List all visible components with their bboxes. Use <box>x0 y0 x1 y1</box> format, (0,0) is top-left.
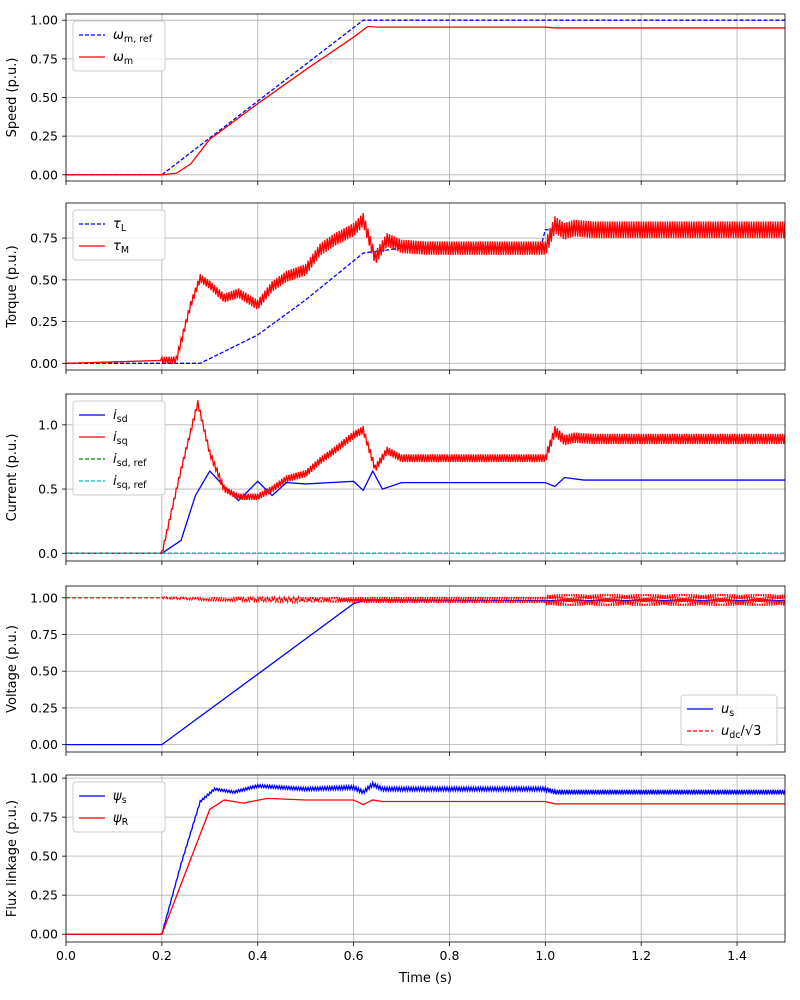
legend-box <box>72 781 166 833</box>
panel-4: 0.00 0.25 0.50 0.75 1.00 Voltage (p.u.) us udc/… <box>5 585 786 756</box>
legend-label: τM <box>113 239 129 256</box>
y-tick-label: 0.75 <box>30 51 58 66</box>
y-tick-label: 1.00 <box>30 13 58 28</box>
y-tick-label: 0.25 <box>30 888 58 903</box>
y-tick-label: 0.50 <box>30 272 58 287</box>
legend-label: isd, ref <box>113 452 147 469</box>
legend-label: ψR <box>113 811 129 828</box>
y-axis-label: Speed (p.u.) <box>5 58 20 138</box>
x-tick-label: 0.0 <box>56 948 76 963</box>
y-tick-label: 1.00 <box>30 590 58 605</box>
plot-frame <box>65 393 786 562</box>
series-line-u_s <box>66 600 785 746</box>
x-tick-label: 0.8 <box>440 948 460 963</box>
series-line-ψ_s <box>66 779 785 935</box>
panel-5: 0.00 0.25 0.50 0.75 1.00 0.0 0.2 0.4 0.6 0.8 1.0 1.… <box>5 771 786 986</box>
series-line-ω_m,ref <box>66 19 785 176</box>
y-tick-label: 0.00 <box>30 356 58 371</box>
series-line-τ_L <box>66 229 785 364</box>
x-tick-label: 1.2 <box>631 948 651 963</box>
y-tick-label: 0.75 <box>30 231 58 246</box>
y-tick-label: 0.50 <box>30 849 58 864</box>
legend: τL τM <box>72 209 166 261</box>
panel-3: 0.0 0.5 1.0 Current (p.u.) isd isq isd, ref isq… <box>5 393 786 565</box>
y-tick-label: 0.5 <box>38 482 58 497</box>
x-tick-label: 0.2 <box>152 948 172 963</box>
y-tick-label: 0.00 <box>30 737 58 752</box>
y-axis-label: Current (p.u.) <box>5 434 20 522</box>
y-tick-label: 0.50 <box>30 664 58 679</box>
x-axis-label: Time (s) <box>398 971 452 986</box>
legend-label: isd <box>113 408 128 425</box>
y-tick-label: 0.25 <box>30 314 58 329</box>
legend: isd isq isd, ref isq, ref <box>72 400 166 496</box>
plot-frame <box>65 202 786 371</box>
y-tick-label: 0.25 <box>30 129 58 144</box>
y-tick-label: 0.25 <box>30 700 58 715</box>
plot-frame <box>65 585 786 753</box>
y-tick-label: 0.75 <box>30 810 58 825</box>
x-tick-label: 1.4 <box>727 948 747 963</box>
series-line-u_dc/√3 <box>66 594 785 606</box>
x-tick-label: 0.4 <box>248 948 268 963</box>
series-line-ω_m <box>66 25 785 176</box>
x-tick-label: 0.6 <box>344 948 364 963</box>
y-tick-label: 1.0 <box>38 417 58 432</box>
series-line-ψ_R <box>66 797 785 935</box>
legend-label: isq, ref <box>113 474 147 491</box>
legend-label: ψs <box>113 789 127 806</box>
y-axis-label: Voltage (p.u.) <box>5 625 20 713</box>
series-line-i_sq <box>66 400 785 554</box>
legend: ωm, ref ωm <box>72 20 166 72</box>
y-tick-label: 0.0 <box>38 546 58 561</box>
legend-box <box>72 20 166 72</box>
legend-label: τL <box>113 217 127 234</box>
legend: ψs ψR <box>72 781 166 833</box>
y-axis-label: Flux linkage (p.u.) <box>5 800 20 917</box>
legend-box <box>680 694 778 746</box>
panel-2: 0.00 0.25 0.50 0.75 Torque (p.u.) τL τM <box>5 202 786 374</box>
legend-label: ωm, ref <box>113 28 153 45</box>
y-tick-label: 1.00 <box>30 771 58 786</box>
legend-box <box>72 400 166 496</box>
legend-label: ωm <box>113 50 133 67</box>
series-line-τ_M <box>66 212 785 364</box>
y-axis-label: Torque (p.u.) <box>5 245 20 328</box>
series-line-i_sd <box>66 469 785 554</box>
y-tick-label: 0.00 <box>30 167 58 182</box>
legend-box <box>72 209 166 261</box>
legend-label: udc/√3 <box>721 724 761 741</box>
x-tick-label: 1.0 <box>535 948 555 963</box>
legend-label: isq <box>113 430 128 447</box>
legend: us udc/√3 <box>680 694 778 746</box>
y-tick-label: 0.00 <box>30 927 58 942</box>
y-tick-label: 0.75 <box>30 627 58 642</box>
legend-label: us <box>721 702 734 719</box>
plot-frame <box>65 774 786 943</box>
y-tick-label: 0.50 <box>30 90 58 105</box>
